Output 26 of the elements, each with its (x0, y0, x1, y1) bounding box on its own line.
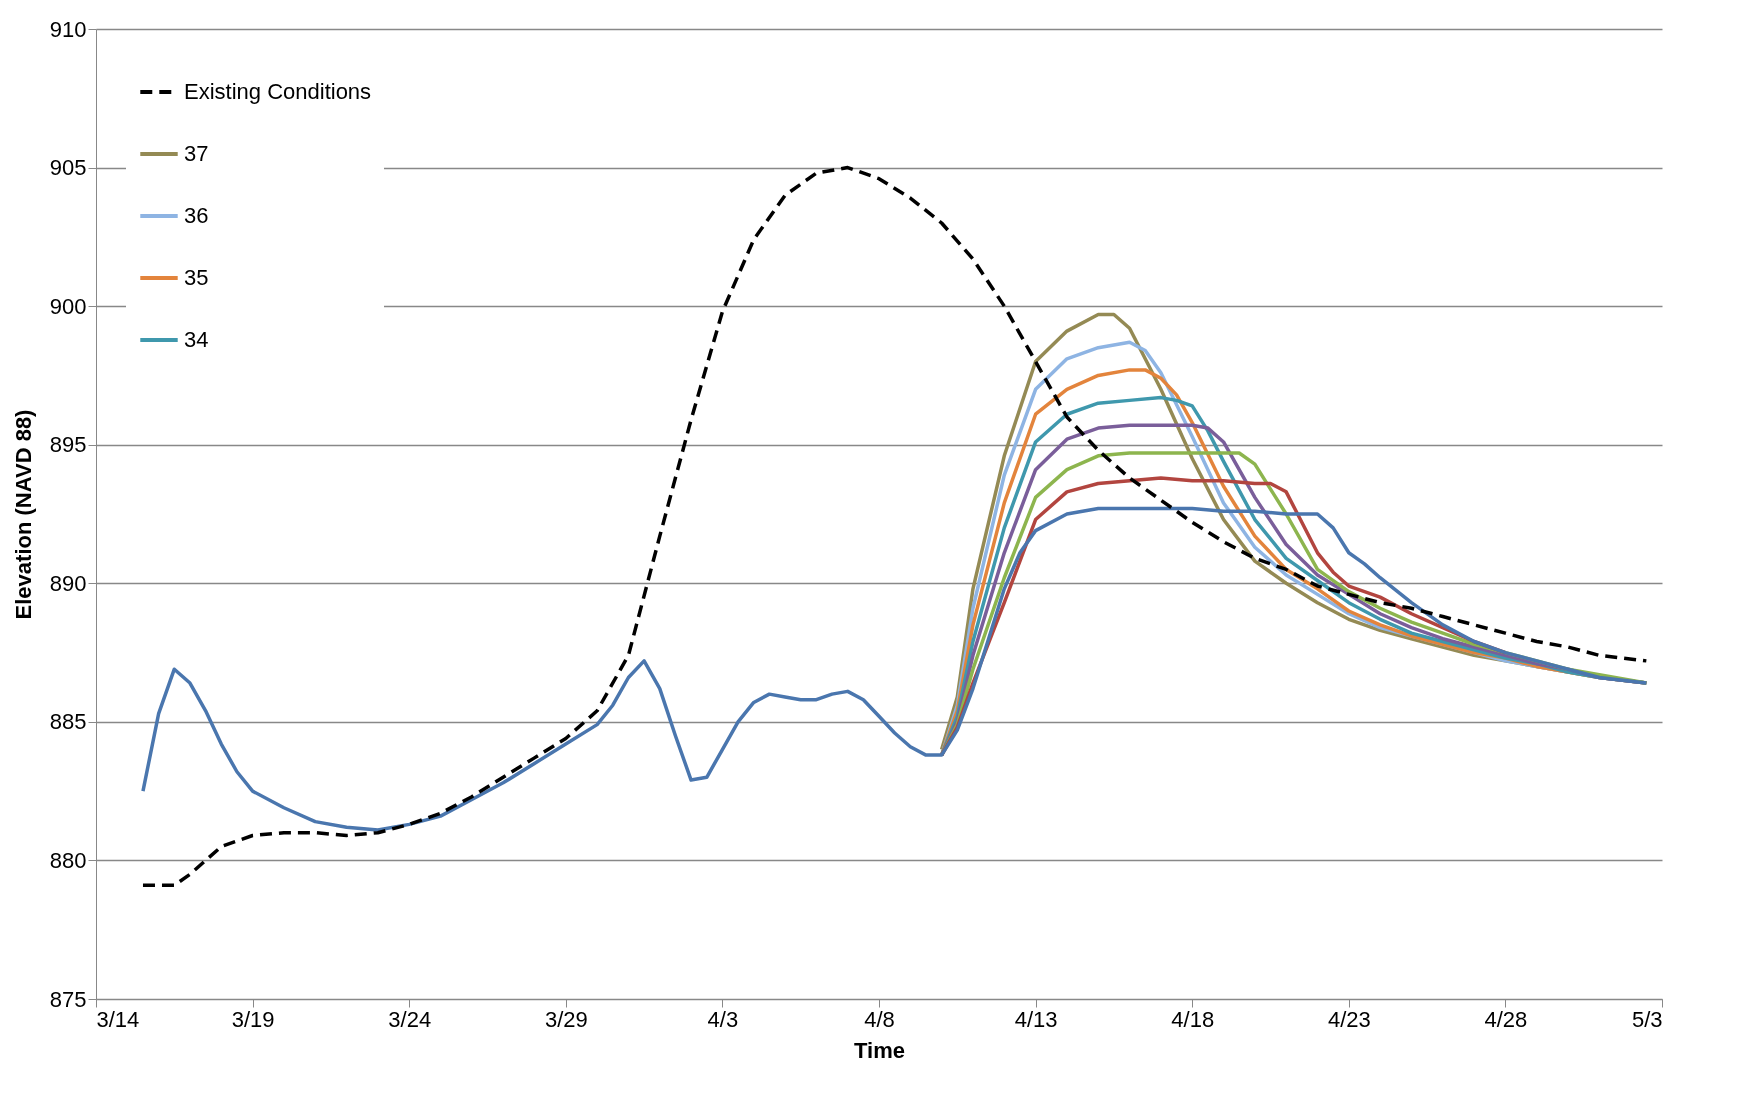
y-tick-label: 885 (49, 709, 87, 735)
y-axis-title: Elevation (NAVD 88) (10, 409, 36, 620)
x-tick-label: 3/29 (544, 1006, 588, 1032)
y-tick-label: 890 (49, 570, 87, 596)
y-tick-label: 900 (49, 293, 87, 319)
x-tick-label: 4/8 (864, 1006, 895, 1032)
x-tick-label: 4/28 (1484, 1006, 1528, 1032)
x-tick-label: 3/19 (231, 1006, 275, 1032)
x-tick-label: 3/24 (388, 1006, 432, 1032)
x-tick-label: 3/14 (96, 1006, 140, 1032)
x-axis-title: Time (854, 1037, 905, 1063)
legend-label: 36 (184, 203, 209, 228)
x-tick-label: 4/13 (1014, 1006, 1058, 1032)
x-tick-label: 4/18 (1171, 1006, 1215, 1032)
y-tick-label: 880 (49, 847, 87, 873)
y-tick-label: 905 (49, 155, 87, 181)
legend-label: 37 (184, 141, 209, 166)
legend-label: 34 (184, 327, 209, 352)
y-tick-label: 875 (49, 986, 87, 1012)
x-tick-label: 4/23 (1327, 1006, 1371, 1032)
legend-label: 35 (184, 265, 209, 290)
y-tick-label: 910 (49, 16, 87, 42)
legend-label: Existing Conditions (184, 79, 372, 104)
x-tick-label: 4/3 (707, 1006, 739, 1032)
x-tick-label: 5/3 (1631, 1006, 1663, 1032)
y-tick-label: 895 (49, 432, 87, 458)
